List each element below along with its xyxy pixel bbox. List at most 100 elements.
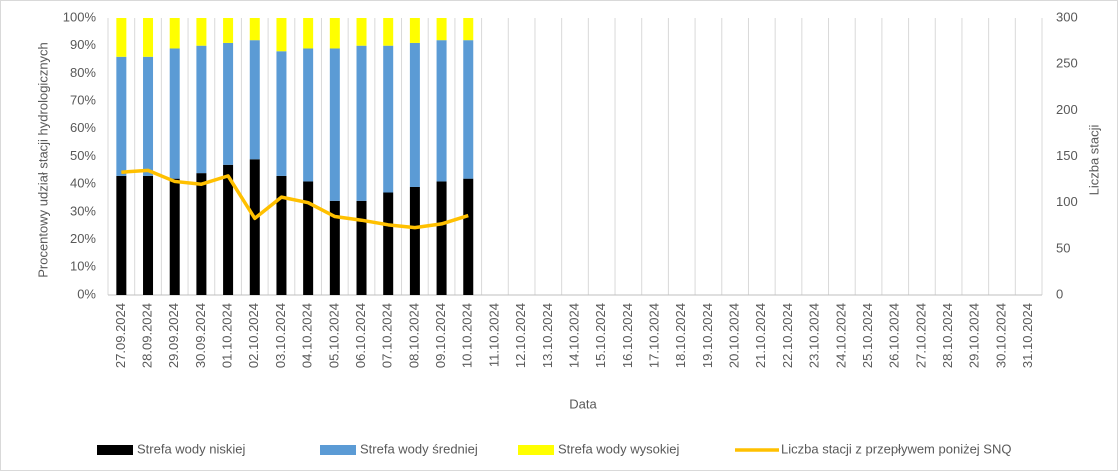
x-tick-label: 14.10.2024 [566,303,581,368]
y-tick-label: 20% [70,231,96,246]
bar-segment [249,18,260,41]
y-tick-label: 0% [77,286,96,301]
bar-segment [169,48,180,179]
y2-tick-label: 0 [1056,286,1063,301]
y-tick-label: 90% [70,37,96,52]
y2-tick-label: 250 [1056,56,1078,71]
y-axis-label: Procentowy udział stacji hydrologicznych [35,42,50,278]
bar-segment [276,175,287,295]
y-tick-label: 60% [70,120,96,135]
x-tick-label: 08.10.2024 [406,303,421,368]
bar-segment [356,45,367,201]
bar-segment [249,159,260,295]
legend-label: Liczba stacji z przepływem poniżej SNQ [781,441,1011,456]
y2-tick-label: 100 [1056,194,1078,209]
y2-axis-label: Liczba stacji [1086,124,1101,195]
x-tick-label: 07.10.2024 [380,303,395,368]
bar-segment [409,186,420,295]
x-tick-label: 15.10.2024 [593,303,608,368]
bar-segment [196,18,207,46]
y-tick-label: 10% [70,259,96,274]
bar-segment [303,48,314,182]
bar-segment [276,51,287,176]
x-tick-label: 13.10.2024 [540,303,555,368]
x-tick-label: 19.10.2024 [700,303,715,368]
x-tick-label: 12.10.2024 [513,303,528,368]
y2-tick-label: 150 [1056,148,1078,163]
x-tick-label: 09.10.2024 [433,303,448,368]
y2-tick-label: 300 [1056,9,1078,24]
bar-segment [463,178,474,295]
y-tick-label: 50% [70,148,96,163]
x-tick-label: 27.09.2024 [113,303,128,368]
x-tick-label: 30.10.2024 [993,303,1008,368]
line [121,168,469,230]
x-tick-label: 02.10.2024 [246,303,261,368]
bar-segment [409,18,420,43]
x-tick-label: 06.10.2024 [353,303,368,368]
bar-segment [276,18,287,52]
bar-segment [436,40,447,182]
bar-segment [436,181,447,295]
x-tick-label: 18.10.2024 [673,303,688,368]
bar-segment [223,18,234,43]
x-tick-label: 17.10.2024 [646,303,661,368]
x-tick-label: 01.10.2024 [220,303,235,368]
bar-segment [436,18,447,41]
legend-label: Strefa wody wysokiej [558,441,679,456]
x-tick-label: 28.10.2024 [940,303,955,368]
y2-tick-label: 200 [1056,102,1078,117]
x-tick-label: 28.09.2024 [139,303,154,368]
x-tick-label: 22.10.2024 [780,303,795,368]
bar-segment [383,45,394,193]
x-tick-label: 05.10.2024 [326,303,341,368]
bar-segment [329,18,340,49]
bar-segment [196,45,207,174]
bar-segment [116,175,127,295]
y-tick-label: 70% [70,93,96,108]
y-tick-label: 30% [70,203,96,218]
bar-segment [196,173,207,295]
x-tick-label: 10.10.2024 [460,303,475,368]
x-tick-label: 11.10.2024 [486,303,501,367]
x-tick-label: 29.10.2024 [967,303,982,368]
x-tick-label: 03.10.2024 [273,303,288,368]
bar-segment [463,40,474,179]
bar-segment [463,18,474,41]
x-tick-label: 21.10.2024 [753,303,768,368]
bar-segment [143,175,154,295]
x-tick-label: 31.10.2024 [1020,303,1035,368]
x-tick-label: 29.09.2024 [166,303,181,368]
x-axis-label: Data [569,396,597,411]
legend-swatch [320,445,356,455]
y-tick-label: 100% [63,9,97,24]
y-tick-label: 40% [70,176,96,191]
bar-segment [249,40,260,160]
bar-segment [356,18,367,46]
legend-label: Strefa wody niskiej [137,441,245,456]
x-tick-label: 23.10.2024 [807,303,822,368]
bar-segment [303,181,314,295]
x-tick-label: 25.10.2024 [860,303,875,368]
x-tick-label: 27.10.2024 [913,303,928,368]
x-tick-label: 26.10.2024 [887,303,902,368]
x-tick-label: 04.10.2024 [300,303,315,368]
bar-segment [116,18,127,57]
bar-segment [409,42,420,187]
y-tick-label: 80% [70,65,96,80]
bar-segment [356,200,367,295]
x-tick-label: 24.10.2024 [833,303,848,368]
legend-swatch [518,445,554,455]
y2-tick-label: 50 [1056,240,1070,255]
bar-segment [169,178,180,295]
x-tick-label: 30.09.2024 [193,303,208,368]
legend-swatch [97,445,133,455]
bar-segment [143,56,154,176]
bar-segment [383,192,394,295]
x-tick-label: 16.10.2024 [620,303,635,368]
bar-segment [223,164,234,295]
bar-segment [383,18,394,46]
bar-segment [116,56,127,176]
bar-segment [329,200,340,295]
bar-segment [143,18,154,57]
